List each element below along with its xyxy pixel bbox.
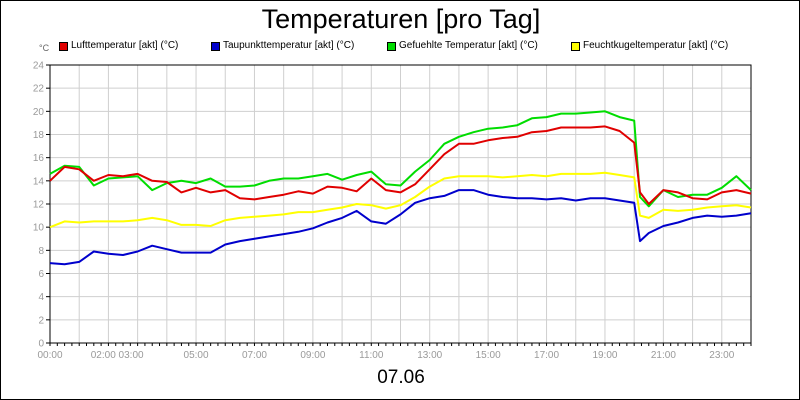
x-tick-label: 00:00 [37, 350, 62, 361]
y-tick-label: 24 [33, 61, 45, 72]
series-line-feuchtkugeltemperatur [49, 171, 752, 229]
legend-label-taupunkttemperatur: Taupunkttemperatur [akt] (°C) [223, 40, 355, 51]
x-tick-label: 13:00 [417, 350, 442, 361]
x-tick-label: 07:00 [242, 350, 267, 361]
legend-label-lufttemperatur: Lufttemperatur [akt] (°C) [71, 40, 179, 51]
x-tick-label: 17:00 [534, 350, 559, 361]
x-tick-label: 09:00 [300, 350, 325, 361]
x-tick-label: 23:00 [709, 350, 734, 361]
y-tick-label: 0 [38, 339, 44, 350]
y-tick-label: 18 [33, 130, 45, 141]
legend-label-gefuehlte-temperatur: Gefuehlte Temperatur [akt] (°C) [399, 40, 538, 51]
y-tick-label: 14 [33, 176, 45, 187]
y-tick-label: 12 [33, 200, 45, 211]
x-tick-label: 19:00 [592, 350, 617, 361]
y-axis-unit: °C [39, 43, 50, 53]
legend-swatch-gefuehlte-temperatur [387, 42, 396, 51]
x-tick-label: 02:00 03:00 [91, 350, 144, 361]
series-line-taupunkttemperatur [49, 189, 752, 266]
y-tick-label: 22 [33, 84, 45, 95]
plot-border [49, 64, 752, 344]
x-axis-title: 07.06 [377, 367, 425, 388]
y-tick-label: 16 [33, 153, 45, 164]
series-line-lufttemperatur [49, 125, 752, 205]
y-tick-label: 2 [38, 315, 44, 326]
legend-swatch-lufttemperatur [59, 42, 68, 51]
x-tick-label: 05:00 [184, 350, 209, 361]
legend-label-feuchtkugeltemperatur: Feuchtkugeltemperatur [akt] (°C) [583, 40, 729, 51]
legend-swatch-taupunkttemperatur [211, 42, 220, 51]
legend-swatch-feuchtkugeltemperatur [571, 42, 580, 51]
y-tick-label: 10 [33, 223, 45, 234]
x-tick-label: 11:00 [359, 350, 384, 361]
chart-title: Temperaturen [pro Tag] [261, 4, 541, 34]
y-tick-label: 4 [38, 292, 44, 303]
y-tick-label: 8 [38, 246, 44, 257]
y-tick-label: 6 [38, 269, 44, 280]
x-tick-label: 15:00 [476, 350, 501, 361]
x-tick-label: 21:00 [651, 350, 676, 361]
y-tick-label: 20 [33, 107, 45, 118]
